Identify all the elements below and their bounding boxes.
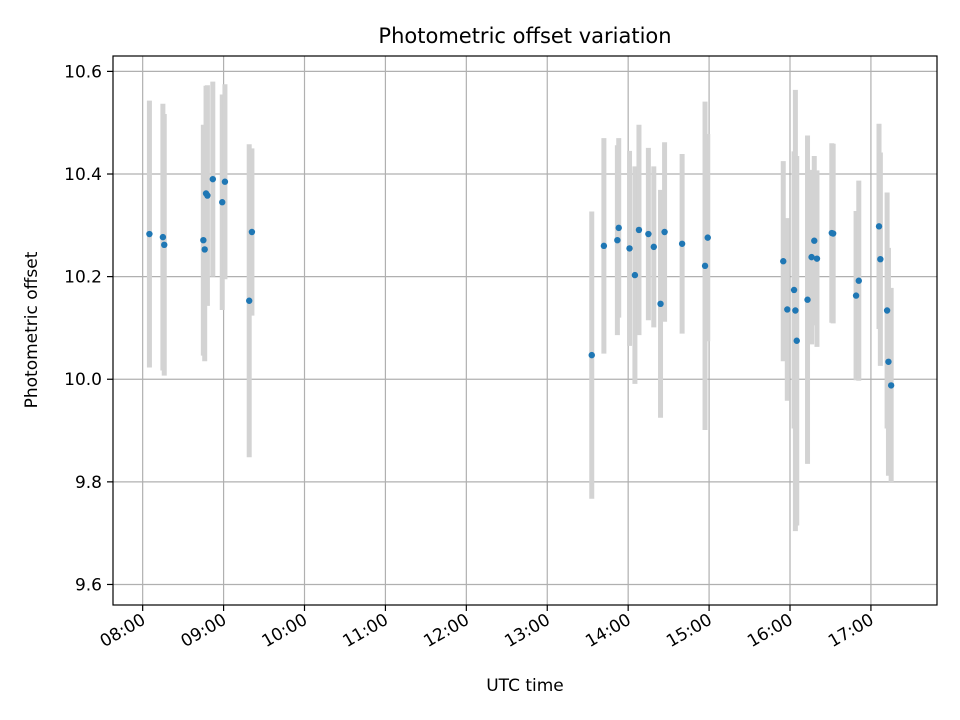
data-point: [209, 175, 216, 183]
data-point: [780, 258, 787, 265]
y-tick-label: 10.2: [64, 268, 102, 288]
y-axis-ticks: 9.6 9.8 10.0 10.2 10.4 10.6: [64, 62, 113, 595]
data-point: [204, 192, 211, 199]
data-point: [600, 242, 608, 250]
data-point: [808, 253, 815, 261]
y-tick-label: 9.6: [75, 575, 102, 595]
data-point: [875, 223, 883, 230]
data-point: [159, 233, 167, 241]
data-point: [614, 236, 621, 244]
grid: [113, 56, 937, 605]
data-point: [877, 255, 884, 263]
data-point: [200, 236, 207, 244]
data-point: [161, 241, 168, 249]
data-point: [248, 228, 256, 236]
plot-frame: [112, 55, 938, 606]
data-point: [626, 245, 633, 252]
y-tick-label: 9.8: [75, 473, 102, 493]
y-tick-label: 10.4: [64, 165, 102, 185]
data-point: [221, 178, 229, 185]
data-point: [650, 243, 657, 251]
data-point: [635, 226, 643, 234]
data-point: [661, 228, 668, 236]
data-point: [792, 307, 799, 314]
data-point: [885, 358, 892, 365]
data-point: [246, 297, 253, 304]
data-point: [855, 277, 862, 284]
data-point: [645, 230, 652, 238]
data-point: [678, 240, 686, 247]
data-point: [811, 237, 818, 244]
y-tick-label: 10.0: [64, 370, 102, 390]
data-point: [883, 307, 891, 314]
data-point: [793, 337, 800, 344]
data-point: [790, 286, 798, 294]
data-point: [631, 271, 639, 279]
data-point: [813, 255, 821, 262]
data-points: [146, 175, 895, 389]
data-point: [829, 230, 837, 237]
y-tick-label: 10.6: [64, 62, 102, 82]
data-point: [887, 382, 895, 389]
data-point: [657, 300, 664, 308]
data-point: [704, 234, 711, 241]
chart-title: Photometric offset variation: [378, 24, 671, 48]
data-point: [615, 224, 622, 232]
data-point: [804, 296, 811, 303]
x-axis-label: UTC time: [486, 676, 564, 696]
data-point: [146, 230, 153, 238]
y-axis-label: Photometric offset: [22, 251, 42, 408]
data-point: [701, 262, 709, 270]
data-point: [784, 306, 791, 313]
data-point: [588, 351, 595, 359]
data-point: [201, 246, 208, 253]
data-point: [219, 199, 226, 206]
data-point: [852, 292, 860, 299]
